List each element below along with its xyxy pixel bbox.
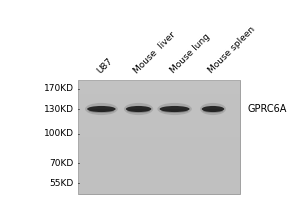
Bar xyxy=(78,114,240,117)
Bar xyxy=(78,123,240,126)
Bar xyxy=(78,97,240,100)
Bar xyxy=(78,185,240,188)
Text: 55KD: 55KD xyxy=(49,178,74,188)
Bar xyxy=(78,111,240,114)
Ellipse shape xyxy=(161,109,188,113)
Bar xyxy=(78,157,240,160)
Text: 170KD: 170KD xyxy=(44,84,74,93)
Bar xyxy=(78,91,240,94)
Text: 130KD: 130KD xyxy=(44,104,74,114)
Bar xyxy=(78,94,240,97)
Bar xyxy=(78,143,240,146)
Ellipse shape xyxy=(124,103,153,115)
Bar xyxy=(78,180,240,183)
Bar xyxy=(78,163,240,166)
Ellipse shape xyxy=(88,109,114,113)
Text: 100KD: 100KD xyxy=(44,130,74,138)
Bar xyxy=(78,100,240,103)
Ellipse shape xyxy=(200,103,226,115)
Bar xyxy=(78,171,240,174)
Ellipse shape xyxy=(157,103,192,115)
Bar xyxy=(78,168,240,171)
Ellipse shape xyxy=(127,109,150,113)
Ellipse shape xyxy=(85,103,118,115)
Bar xyxy=(78,131,240,134)
Bar xyxy=(78,140,240,143)
Bar xyxy=(78,191,240,194)
Bar xyxy=(78,174,240,177)
Bar xyxy=(78,154,240,157)
Text: Mouse lung: Mouse lung xyxy=(168,32,212,75)
Ellipse shape xyxy=(126,106,152,112)
Text: U87: U87 xyxy=(95,56,114,75)
Ellipse shape xyxy=(160,106,190,112)
Bar xyxy=(78,117,240,120)
Bar xyxy=(78,160,240,163)
Text: Mouse spleen: Mouse spleen xyxy=(207,25,257,75)
Text: 70KD: 70KD xyxy=(49,158,74,168)
Ellipse shape xyxy=(202,106,224,112)
Bar xyxy=(78,134,240,137)
Bar xyxy=(78,86,240,89)
Text: Mouse  liver: Mouse liver xyxy=(132,30,178,75)
Bar xyxy=(78,106,240,108)
Bar xyxy=(78,151,240,154)
Bar xyxy=(78,166,240,168)
Bar xyxy=(78,177,240,180)
Bar xyxy=(78,146,240,148)
Bar xyxy=(78,183,240,185)
Bar xyxy=(78,120,240,123)
Bar xyxy=(78,103,240,106)
Ellipse shape xyxy=(87,106,116,112)
Bar xyxy=(78,80,240,194)
Text: GPRC6A: GPRC6A xyxy=(248,104,287,114)
Bar xyxy=(78,137,240,140)
Bar xyxy=(78,126,240,128)
Bar xyxy=(78,83,240,86)
Bar xyxy=(78,128,240,131)
Bar xyxy=(78,89,240,91)
Bar xyxy=(78,148,240,151)
Bar xyxy=(78,109,240,111)
Ellipse shape xyxy=(203,109,223,113)
Bar xyxy=(78,80,240,83)
Bar xyxy=(78,188,240,191)
